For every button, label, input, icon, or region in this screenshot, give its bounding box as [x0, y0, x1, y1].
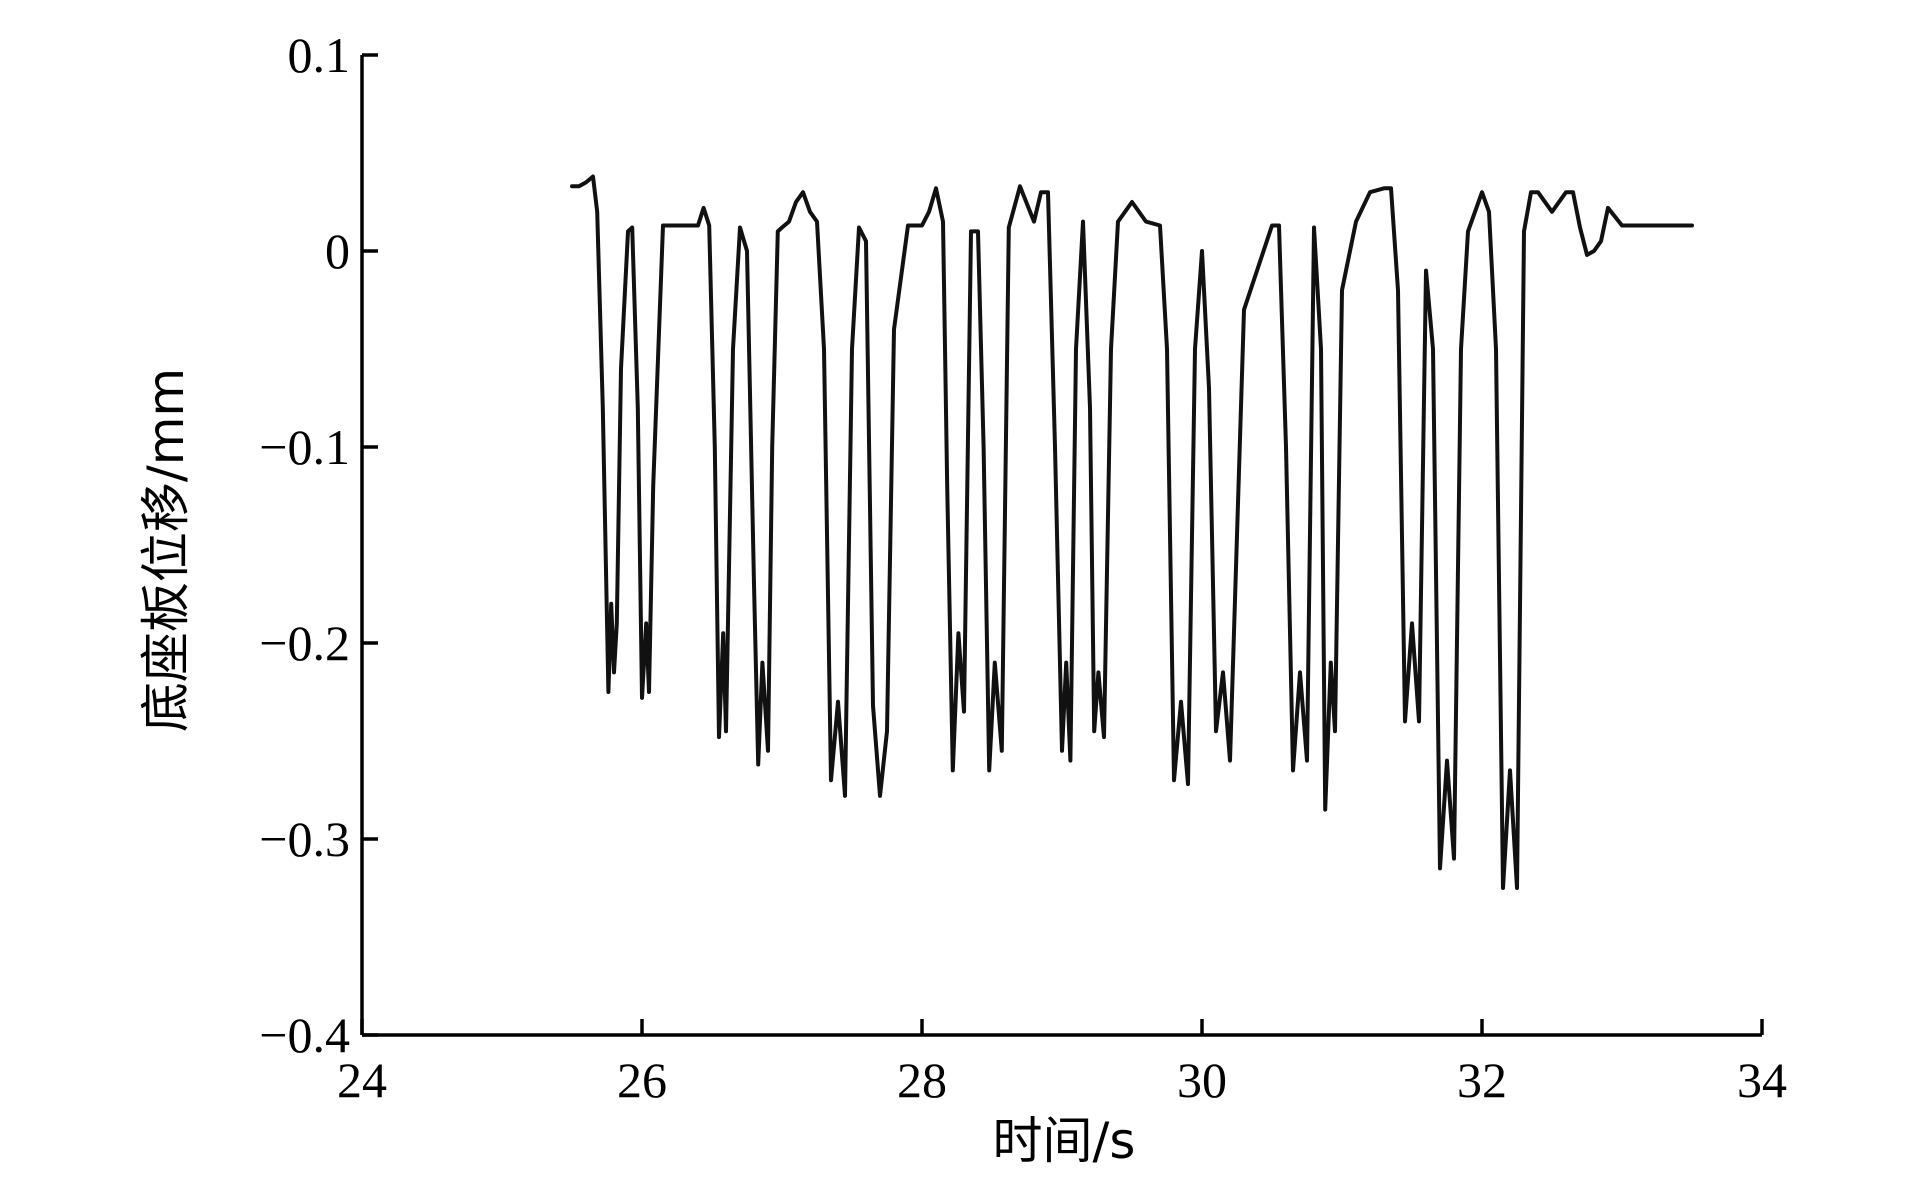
- tick-group: 24 26 28 30 32 34 0.1 0 −0.1 −0.2 −0.3 −0.4: [259, 27, 1787, 1108]
- y-tick-label: 0: [325, 223, 350, 279]
- y-tick-label: −0.1: [259, 419, 350, 475]
- y-tick-label: −0.3: [259, 811, 350, 867]
- x-tick-label: 24: [337, 1052, 387, 1108]
- x-axis-title: 时间/s: [993, 1112, 1136, 1170]
- y-axis-title: 底座板位移/mm: [137, 368, 195, 732]
- y-tick-label: 0.1: [288, 27, 351, 83]
- series-line: [570, 174, 1694, 890]
- axes: [360, 55, 1762, 1037]
- x-tick-label: 34: [1737, 1052, 1787, 1108]
- x-tick-label: 26: [617, 1052, 667, 1108]
- y-tick-label: −0.4: [259, 1007, 350, 1063]
- x-tick-label: 28: [897, 1052, 947, 1108]
- series-group: [570, 174, 1694, 890]
- x-tick-label: 32: [1457, 1052, 1507, 1108]
- x-tick-label: 30: [1177, 1052, 1227, 1108]
- y-tick-label: −0.2: [259, 615, 350, 671]
